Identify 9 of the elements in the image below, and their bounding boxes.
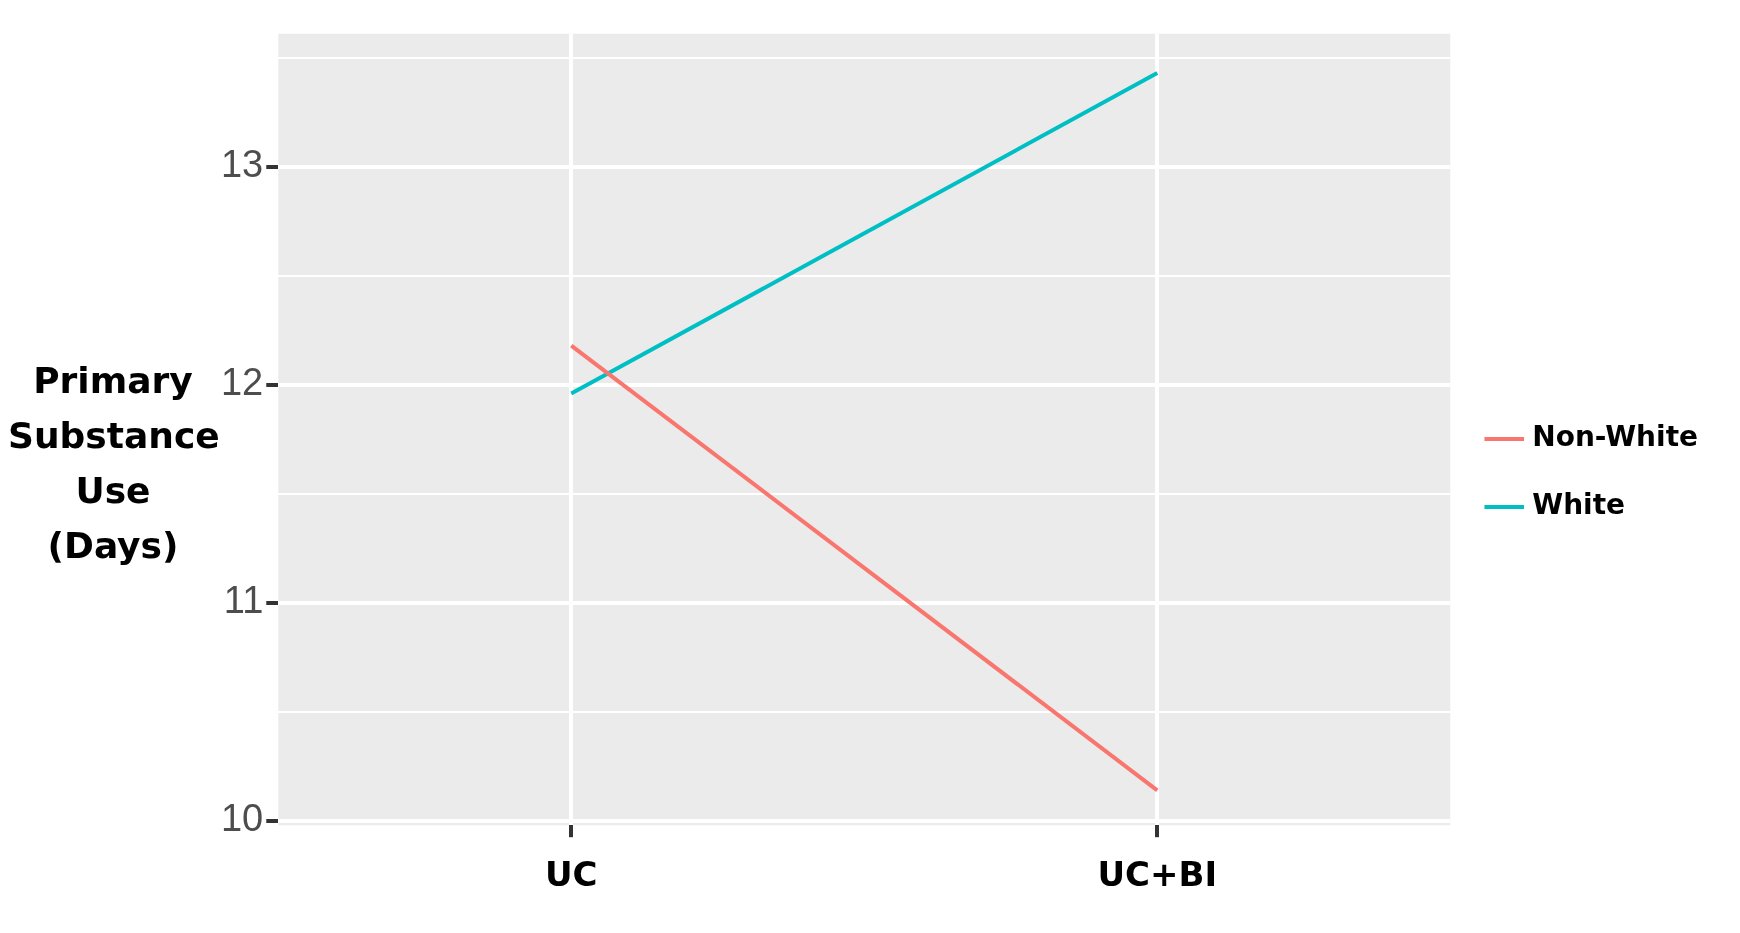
y-tick-label: 12 xyxy=(220,361,264,404)
y-tick-label: 11 xyxy=(223,579,264,622)
y-tick-label: 10 xyxy=(220,797,264,840)
x-tick-label: UC xyxy=(544,854,598,895)
legend-label: Non-White xyxy=(1532,420,1699,454)
legend-label: White xyxy=(1532,488,1626,522)
y-tick-label: 13 xyxy=(220,143,264,186)
x-tick-label: UC+BI xyxy=(1097,854,1218,895)
y-axis-title: Primary Substance Use (Days) xyxy=(8,359,220,568)
